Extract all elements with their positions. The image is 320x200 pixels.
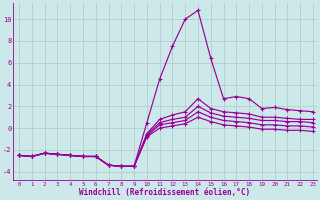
X-axis label: Windchill (Refroidissement éolien,°C): Windchill (Refroidissement éolien,°C) <box>79 188 250 197</box>
